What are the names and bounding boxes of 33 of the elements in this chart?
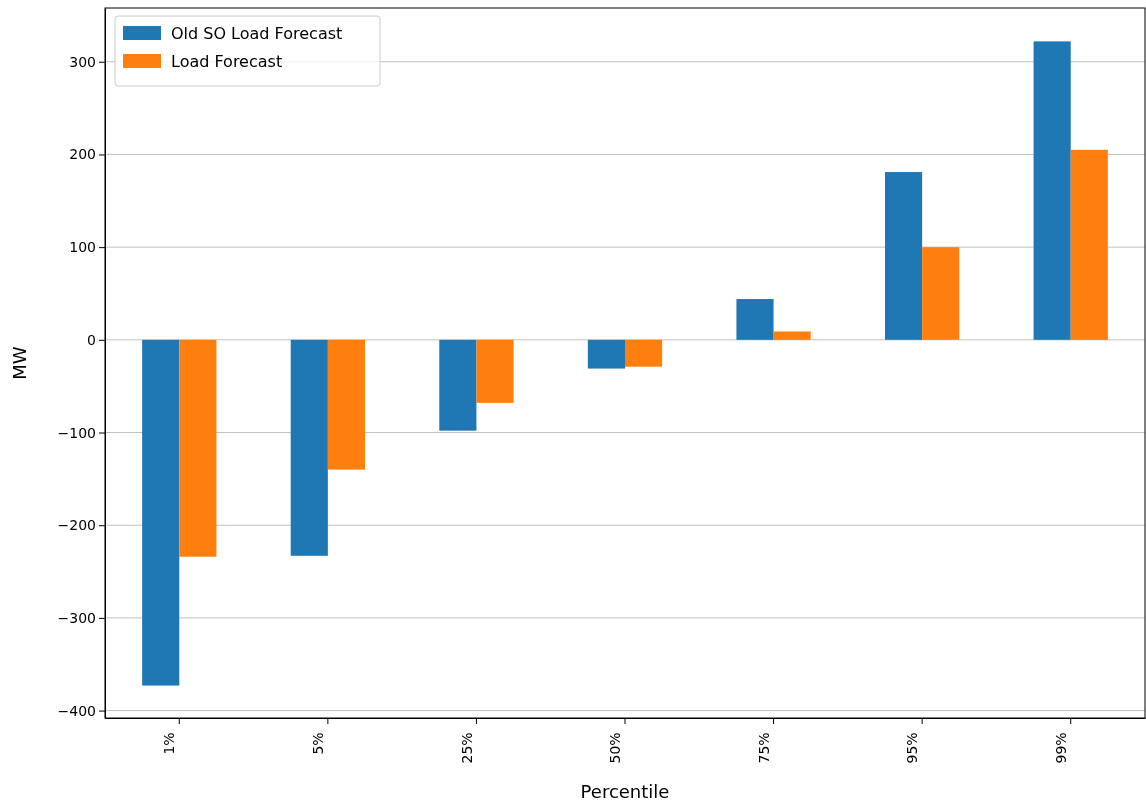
x-axis-title: Percentile [580,781,670,802]
x-tick-label: 1% [161,732,178,755]
bar [885,172,923,340]
bar [922,247,960,340]
bar [587,339,625,369]
bar [773,331,811,340]
bar [736,299,774,340]
bar [290,339,328,556]
x-tick-label: 95% [904,732,921,764]
legend-label: Load Forecast [171,52,283,71]
y-tick-label: −300 [57,609,96,626]
bar [439,339,477,431]
x-tick-label: 50% [607,732,624,764]
y-tick-label: 0 [87,331,96,348]
x-tick-label: 75% [755,732,772,764]
x-tick-label: 99% [1052,732,1069,764]
bar [179,339,217,557]
bar [327,339,365,470]
y-tick-label: 100 [69,239,96,256]
bar [476,339,514,403]
x-tick-label: 5% [309,732,326,755]
y-tick-label: −100 [57,424,96,441]
bar [625,339,663,367]
y-tick-label: −400 [57,702,96,719]
bar [142,339,180,686]
y-tick-label: 200 [69,146,96,163]
y-axis-title: MW [9,346,30,380]
x-tick-label: 25% [458,732,475,764]
bar [1033,41,1071,340]
legend-label: Old SO Load Forecast [171,24,343,43]
y-tick-label: 300 [69,53,96,70]
bar [1070,149,1108,340]
y-tick-label: −200 [57,517,96,534]
